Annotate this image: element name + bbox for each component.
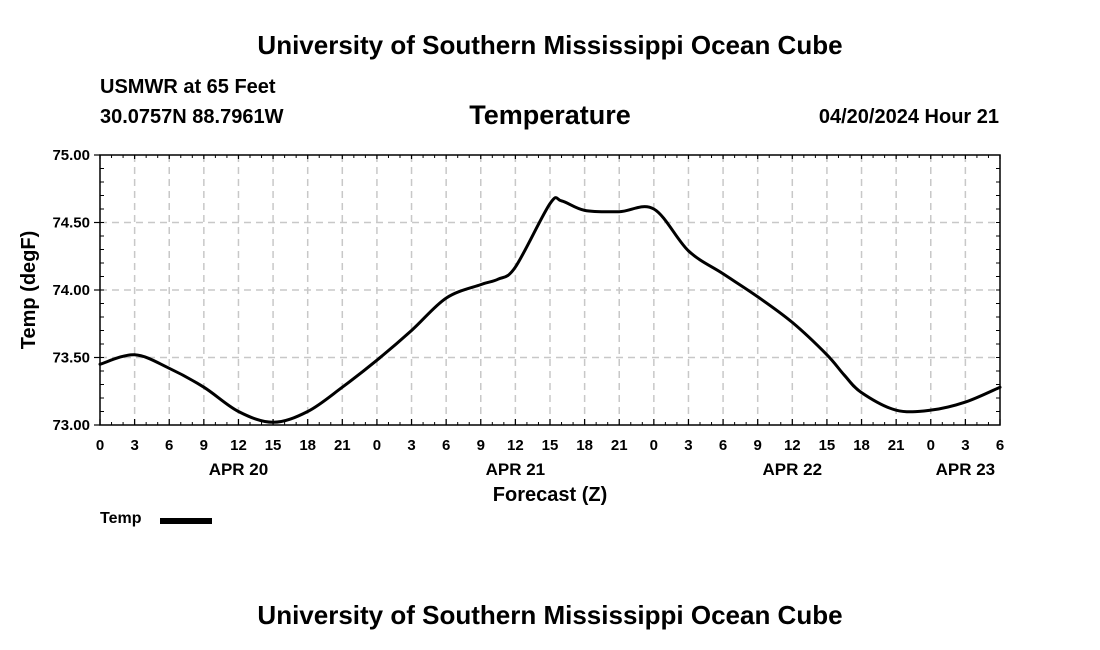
date-label: APR 21 (486, 460, 546, 479)
x-tick-label: 9 (200, 437, 208, 454)
x-tick-label: 3 (684, 437, 692, 454)
x-tick-label: 21 (611, 437, 628, 454)
x-tick-label: 6 (165, 437, 173, 454)
x-tick-label: 21 (888, 437, 905, 454)
x-tick-label: 18 (853, 437, 870, 454)
chart-grid (100, 155, 1000, 425)
x-axis-title: Forecast (Z) (493, 484, 607, 506)
axis-labels: 0 3 6 9 12 15 18 21 0 3 6 9 12 15 18 21 0 3 6 9 12 15 18 21 0 3 6 7… (52, 147, 1004, 479)
x-tick-label: 15 (542, 437, 559, 454)
x-tick-label: 9 (754, 437, 762, 454)
x-tick-label: 18 (299, 437, 316, 454)
date-label: APR 23 (936, 460, 996, 479)
x-tick-label: 9 (477, 437, 485, 454)
x-tick-label: 21 (334, 437, 351, 454)
temp-series-line (98, 196, 1002, 424)
x-tick-label: 3 (130, 437, 138, 454)
date-label: APR 20 (209, 460, 269, 479)
station-label: USMWR at 65 Feet (100, 76, 276, 98)
y-tick-label: 73.00 (52, 417, 90, 434)
chart-title: Temperature (469, 100, 631, 130)
x-tick-label: 12 (784, 437, 801, 454)
y-tick-label: 73.50 (52, 350, 90, 367)
datetime-label: 04/20/2024 Hour 21 (818, 106, 999, 128)
x-tick-label: 0 (373, 437, 381, 454)
legend-label: Temp (100, 510, 142, 527)
x-tick-label: 0 (650, 437, 658, 454)
page-title: University of Southern Mississippi Ocean… (257, 30, 843, 60)
x-tick-label: 6 (442, 437, 450, 454)
x-tick-label: 18 (576, 437, 593, 454)
y-tick-label: 74.00 (52, 282, 90, 299)
x-tick-label: 6 (719, 437, 727, 454)
x-tick-label: 12 (507, 437, 524, 454)
x-tick-label: 0 (96, 437, 104, 454)
date-label: APR 22 (763, 460, 823, 479)
footer-title: University of Southern Mississippi Ocean… (257, 600, 843, 630)
x-tick-label: 15 (819, 437, 836, 454)
coordinates-label: 30.0757N 88.7961W (100, 106, 284, 128)
x-tick-label: 15 (265, 437, 282, 454)
x-tick-label: 3 (961, 437, 969, 454)
x-tick-label: 12 (230, 437, 247, 454)
y-axis-title: Temp (degF) (18, 231, 40, 350)
y-tick-label: 75.00 (52, 147, 90, 164)
legend-swatch (160, 518, 212, 524)
x-tick-label: 6 (996, 437, 1004, 454)
y-tick-label: 74.50 (52, 215, 90, 232)
axis-ticks (94, 154, 1001, 426)
x-tick-label: 0 (927, 437, 935, 454)
x-tick-label: 3 (407, 437, 415, 454)
